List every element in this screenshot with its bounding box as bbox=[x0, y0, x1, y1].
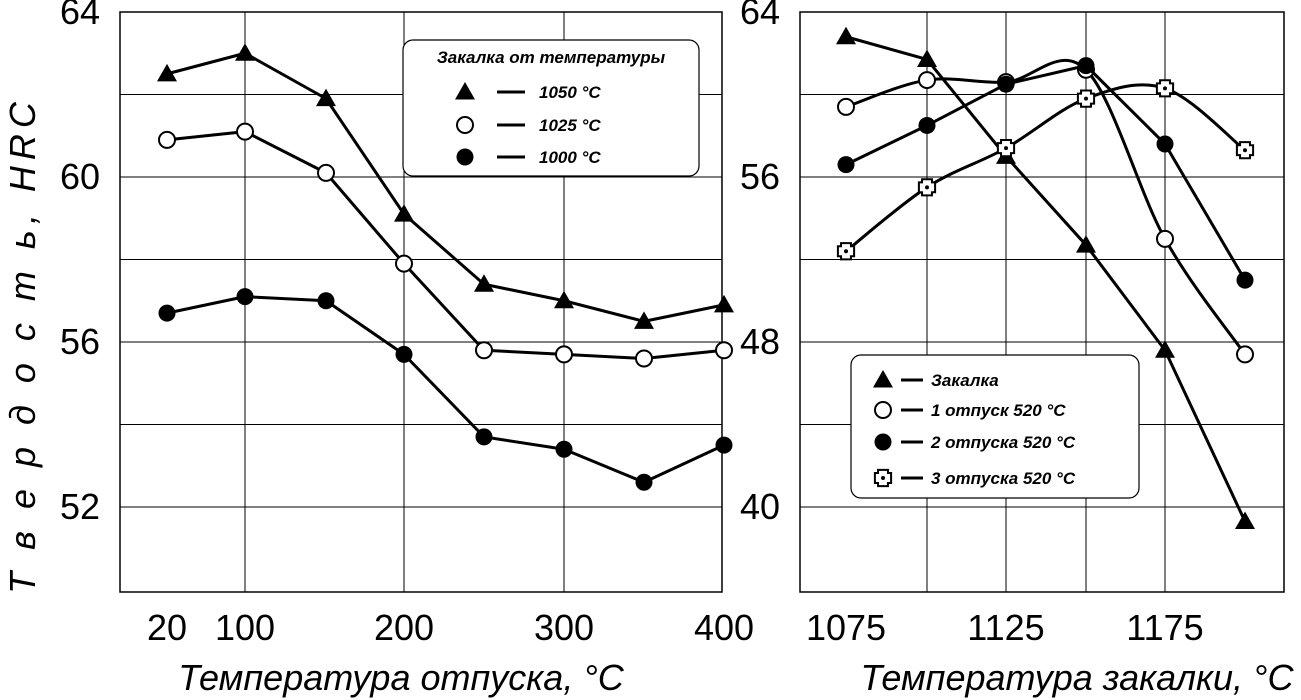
data-point bbox=[1076, 235, 1096, 253]
series-line bbox=[166, 51, 725, 323]
data-point bbox=[997, 75, 1015, 93]
y-tick-label: 56 bbox=[740, 156, 780, 197]
data-point bbox=[317, 163, 335, 182]
data-point bbox=[474, 274, 494, 292]
x-tick-label: 300 bbox=[534, 607, 594, 648]
legend-marker bbox=[456, 148, 474, 166]
legend-box bbox=[402, 39, 700, 177]
data-point bbox=[157, 63, 177, 82]
legend-title: Закалка от температуры bbox=[437, 48, 666, 67]
x-axis-label: Температура закалки, °С bbox=[861, 657, 1295, 698]
data-point bbox=[236, 288, 254, 306]
data-point bbox=[1235, 511, 1255, 529]
legend-label: 3 отпуска 520 °С bbox=[931, 469, 1076, 488]
series-line bbox=[845, 83, 1246, 253]
legend-marker bbox=[873, 370, 893, 388]
data-point bbox=[635, 473, 653, 491]
x-tick-label: 1175 bbox=[1126, 607, 1203, 648]
x-tick-label: 1075 bbox=[806, 607, 886, 648]
x-tick-label: 400 bbox=[694, 607, 754, 648]
legend-marker bbox=[874, 401, 892, 419]
x-tick-label: 100 bbox=[215, 607, 275, 648]
y-axis-label: Т в е р д о с т ь, HRC bbox=[2, 96, 43, 594]
data-point bbox=[837, 97, 855, 116]
x-tick-label: 1125 bbox=[967, 607, 1044, 648]
x-tick-label: 200 bbox=[374, 607, 434, 648]
data-point bbox=[555, 345, 573, 364]
y-tick-label: 48 bbox=[740, 321, 780, 362]
data-point bbox=[715, 341, 733, 360]
data-point bbox=[1236, 345, 1254, 364]
y-tick-label: 64 bbox=[740, 0, 780, 32]
legend: Закалка 1 отпуск 520 °С 2 отпуска 520 °С 3 … bbox=[850, 354, 1140, 499]
y-tick-label: 56 bbox=[60, 321, 100, 362]
legend-marker bbox=[455, 82, 475, 100]
series-line bbox=[845, 35, 1247, 523]
data-point bbox=[1236, 271, 1254, 289]
data-point bbox=[475, 341, 493, 360]
legend-marker bbox=[456, 116, 474, 134]
data-point bbox=[1155, 340, 1175, 358]
series-line bbox=[166, 130, 725, 360]
data-point bbox=[918, 71, 936, 90]
legend-marker bbox=[874, 433, 892, 451]
legend-label: 1 отпуск 520 °С bbox=[931, 401, 1066, 420]
data-point bbox=[395, 345, 413, 363]
legend-label: 1025 °С bbox=[539, 116, 601, 135]
data-point bbox=[634, 311, 654, 329]
x-axis-label: Температура отпуска, °С bbox=[178, 657, 624, 698]
data-point bbox=[554, 290, 574, 309]
series-line bbox=[845, 64, 1247, 281]
data-point bbox=[236, 122, 254, 141]
y-tick-label: 40 bbox=[740, 486, 780, 527]
right-panel: 40 48 56 64 1075 1125 1175 Температура закалки,… bbox=[740, 0, 1294, 698]
data-point bbox=[158, 130, 176, 149]
data-point bbox=[917, 49, 937, 67]
series-line bbox=[166, 295, 725, 484]
legend-box bbox=[850, 354, 1140, 499]
data-point bbox=[837, 156, 855, 174]
data-point bbox=[475, 428, 493, 446]
data-point bbox=[918, 116, 936, 134]
legend-label: 1050 °С bbox=[539, 83, 601, 102]
y-tick-label: 52 bbox=[60, 486, 100, 527]
y-tick-label: 60 bbox=[60, 156, 100, 197]
data-point bbox=[715, 436, 733, 454]
data-point bbox=[395, 254, 413, 273]
data-point bbox=[635, 349, 653, 368]
left-panel: 52 56 60 64 20 100 200 300 400 Температура отпуск… bbox=[60, 0, 754, 698]
series-line bbox=[845, 58, 1247, 356]
data-point bbox=[555, 440, 573, 458]
data-point bbox=[1156, 229, 1174, 248]
data-point bbox=[714, 294, 734, 313]
plot-frame bbox=[799, 11, 1285, 593]
data-point bbox=[235, 43, 255, 61]
data-point bbox=[317, 292, 335, 310]
data-point bbox=[836, 26, 856, 45]
data-point bbox=[158, 304, 176, 322]
data-point bbox=[1156, 135, 1174, 153]
legend-label: 1000 °С bbox=[539, 148, 601, 167]
data-point bbox=[1077, 57, 1095, 75]
legend-label: 2 отпуска 520 °С bbox=[930, 433, 1076, 452]
y-tick-label: 64 bbox=[60, 0, 100, 32]
data-point bbox=[316, 88, 336, 107]
data-point bbox=[394, 204, 414, 222]
legend-label: Закалка bbox=[931, 371, 999, 390]
legend: Закалка от температуры 1050 °С 1025 °С 1000… bbox=[402, 39, 700, 177]
x-tick-label: 20 bbox=[147, 607, 187, 648]
